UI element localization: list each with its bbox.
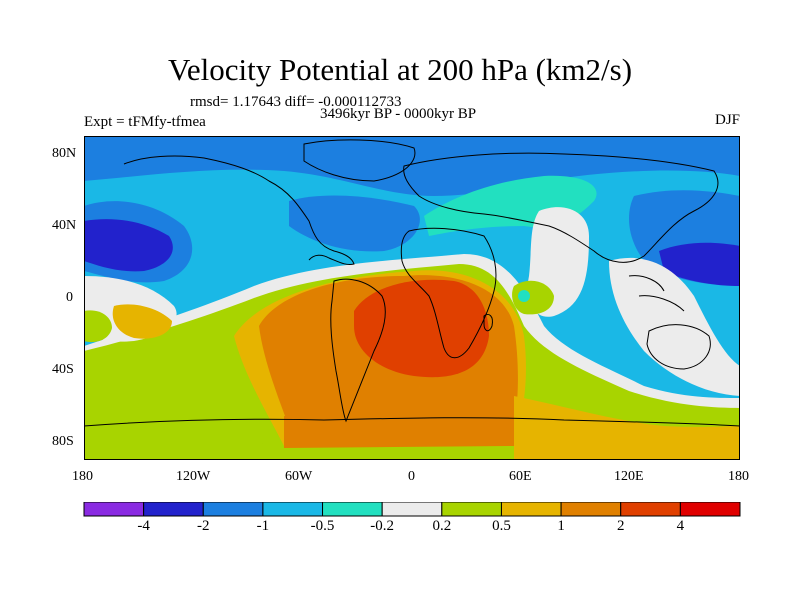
colorbar-swatch bbox=[143, 502, 204, 517]
lat-tick-label: 40N bbox=[52, 218, 77, 233]
map-title: Velocity Potential at 200 hPa (km2/s) bbox=[167, 52, 633, 87]
colorbar-swatch bbox=[381, 502, 443, 517]
colorbar-swatch bbox=[620, 502, 681, 517]
lon-tick-label: 120E bbox=[614, 469, 644, 484]
colorbar-swatch bbox=[322, 502, 383, 517]
coast-antarctica bbox=[84, 417, 740, 427]
coast-africa bbox=[400, 227, 497, 359]
lon-tick-label: 180 bbox=[72, 469, 93, 484]
colorbar-label: 0.5 bbox=[492, 518, 511, 534]
field-nwpac-dark-blue bbox=[84, 219, 173, 272]
colorbar-label: -0.5 bbox=[310, 518, 335, 534]
lon-tick-label: 180 bbox=[728, 469, 749, 484]
lon-tick-label: 0 bbox=[408, 469, 415, 484]
field-teal-spot bbox=[518, 290, 530, 302]
field-spac-green bbox=[84, 310, 112, 343]
experiment-label: Expt = tFMfy-tfmea bbox=[84, 114, 206, 130]
colorbar-swatch bbox=[202, 502, 264, 517]
lon-tick-label: 60E bbox=[509, 469, 532, 484]
field-south-yellow-east bbox=[514, 396, 740, 460]
map-panel bbox=[84, 136, 740, 460]
coastlines bbox=[84, 139, 740, 427]
colorbar-swatch bbox=[262, 502, 324, 517]
field-red-core bbox=[354, 279, 489, 378]
coast-north-america bbox=[123, 155, 355, 265]
coast-greenland bbox=[303, 139, 416, 182]
colorbar-swatch bbox=[679, 502, 741, 517]
coast-maritime-continent bbox=[628, 275, 685, 312]
field-wpac-dark-blue bbox=[659, 242, 740, 286]
period-label: 3496kyr BP - 0000kyr BP bbox=[320, 106, 477, 122]
colorbar-swatch bbox=[441, 502, 502, 517]
colorbar-swatch bbox=[560, 502, 622, 517]
colorbar-label: -0.2 bbox=[370, 518, 395, 534]
colorbar-label: 2 bbox=[616, 518, 625, 534]
field-atlantic-blue bbox=[289, 195, 420, 252]
lat-tick-label: 80S bbox=[52, 434, 74, 449]
colorbar bbox=[83, 502, 741, 517]
field-south-green bbox=[84, 374, 264, 460]
colorbar-swatch bbox=[500, 502, 562, 517]
colorbar-label: -1 bbox=[256, 518, 270, 534]
lat-tick-label: 0 bbox=[66, 290, 73, 305]
coast-madagascar bbox=[483, 313, 493, 332]
velocity-potential-map bbox=[84, 136, 740, 460]
lat-tick-label: 80N bbox=[52, 146, 77, 161]
field-south-orange bbox=[284, 416, 514, 448]
lon-tick-label: 120W bbox=[176, 469, 211, 484]
coast-australia bbox=[646, 324, 711, 370]
field-spac-yellow bbox=[112, 304, 172, 339]
lat-tick-label: 40S bbox=[52, 362, 74, 377]
colorbar-label: -2 bbox=[197, 518, 210, 534]
colorbar-label: 0.2 bbox=[432, 518, 452, 534]
lon-tick-label: 60W bbox=[285, 469, 313, 484]
field-indian-green bbox=[512, 280, 554, 315]
field-maritime-white bbox=[609, 257, 740, 396]
colorbar-label: 1 bbox=[557, 518, 565, 534]
colorbar-label: -4 bbox=[137, 518, 150, 534]
season-label: DJF bbox=[714, 112, 740, 128]
field-north-blue bbox=[84, 136, 740, 196]
coast-eurasia bbox=[403, 152, 719, 263]
map-frame bbox=[84, 136, 740, 460]
colorbar-swatch bbox=[83, 502, 145, 517]
stats-text: rmsd= 1.17643 diff= -0.000112733 bbox=[190, 94, 402, 110]
coast-south-america bbox=[330, 278, 386, 423]
colorbar-label: 4 bbox=[676, 518, 685, 534]
